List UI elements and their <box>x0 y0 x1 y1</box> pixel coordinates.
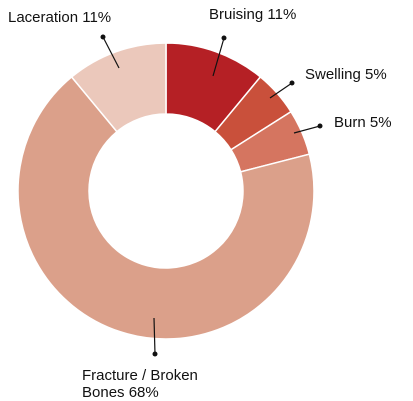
leader-line <box>293 125 321 134</box>
slice-label: Bruising 11% <box>209 6 296 23</box>
value-label: 11% <box>267 6 297 23</box>
leader-dot <box>100 34 106 40</box>
slice-label: Laceration 11% <box>8 9 111 26</box>
slice-label: Swelling 5% <box>305 66 387 83</box>
value-label: 5% <box>365 66 387 83</box>
slices <box>17 42 315 340</box>
leader-dot <box>221 35 227 41</box>
slice-label: Fracture / Broken Bones 68% <box>82 367 217 401</box>
category-name: Burn <box>334 114 366 131</box>
leader-dot <box>152 351 158 357</box>
value-label: 5% <box>369 114 392 131</box>
slice-label: Burn 5% <box>334 114 392 131</box>
slice <box>17 75 315 340</box>
value-label: 11% <box>82 9 112 26</box>
category-name: Swelling <box>305 66 361 83</box>
slice <box>70 42 167 133</box>
category-name: Bruising <box>209 6 264 23</box>
leader-line <box>102 36 120 69</box>
leader-line <box>153 317 156 355</box>
category-name: Fracture / Broken Bones <box>82 367 198 401</box>
leader-line <box>269 82 293 99</box>
leader-lines <box>100 34 323 357</box>
leader-dot <box>289 80 295 86</box>
value-label: 68% <box>128 384 159 401</box>
category-name: Laceration <box>8 9 79 26</box>
leader-line <box>212 37 225 77</box>
leader-dot <box>317 123 323 129</box>
